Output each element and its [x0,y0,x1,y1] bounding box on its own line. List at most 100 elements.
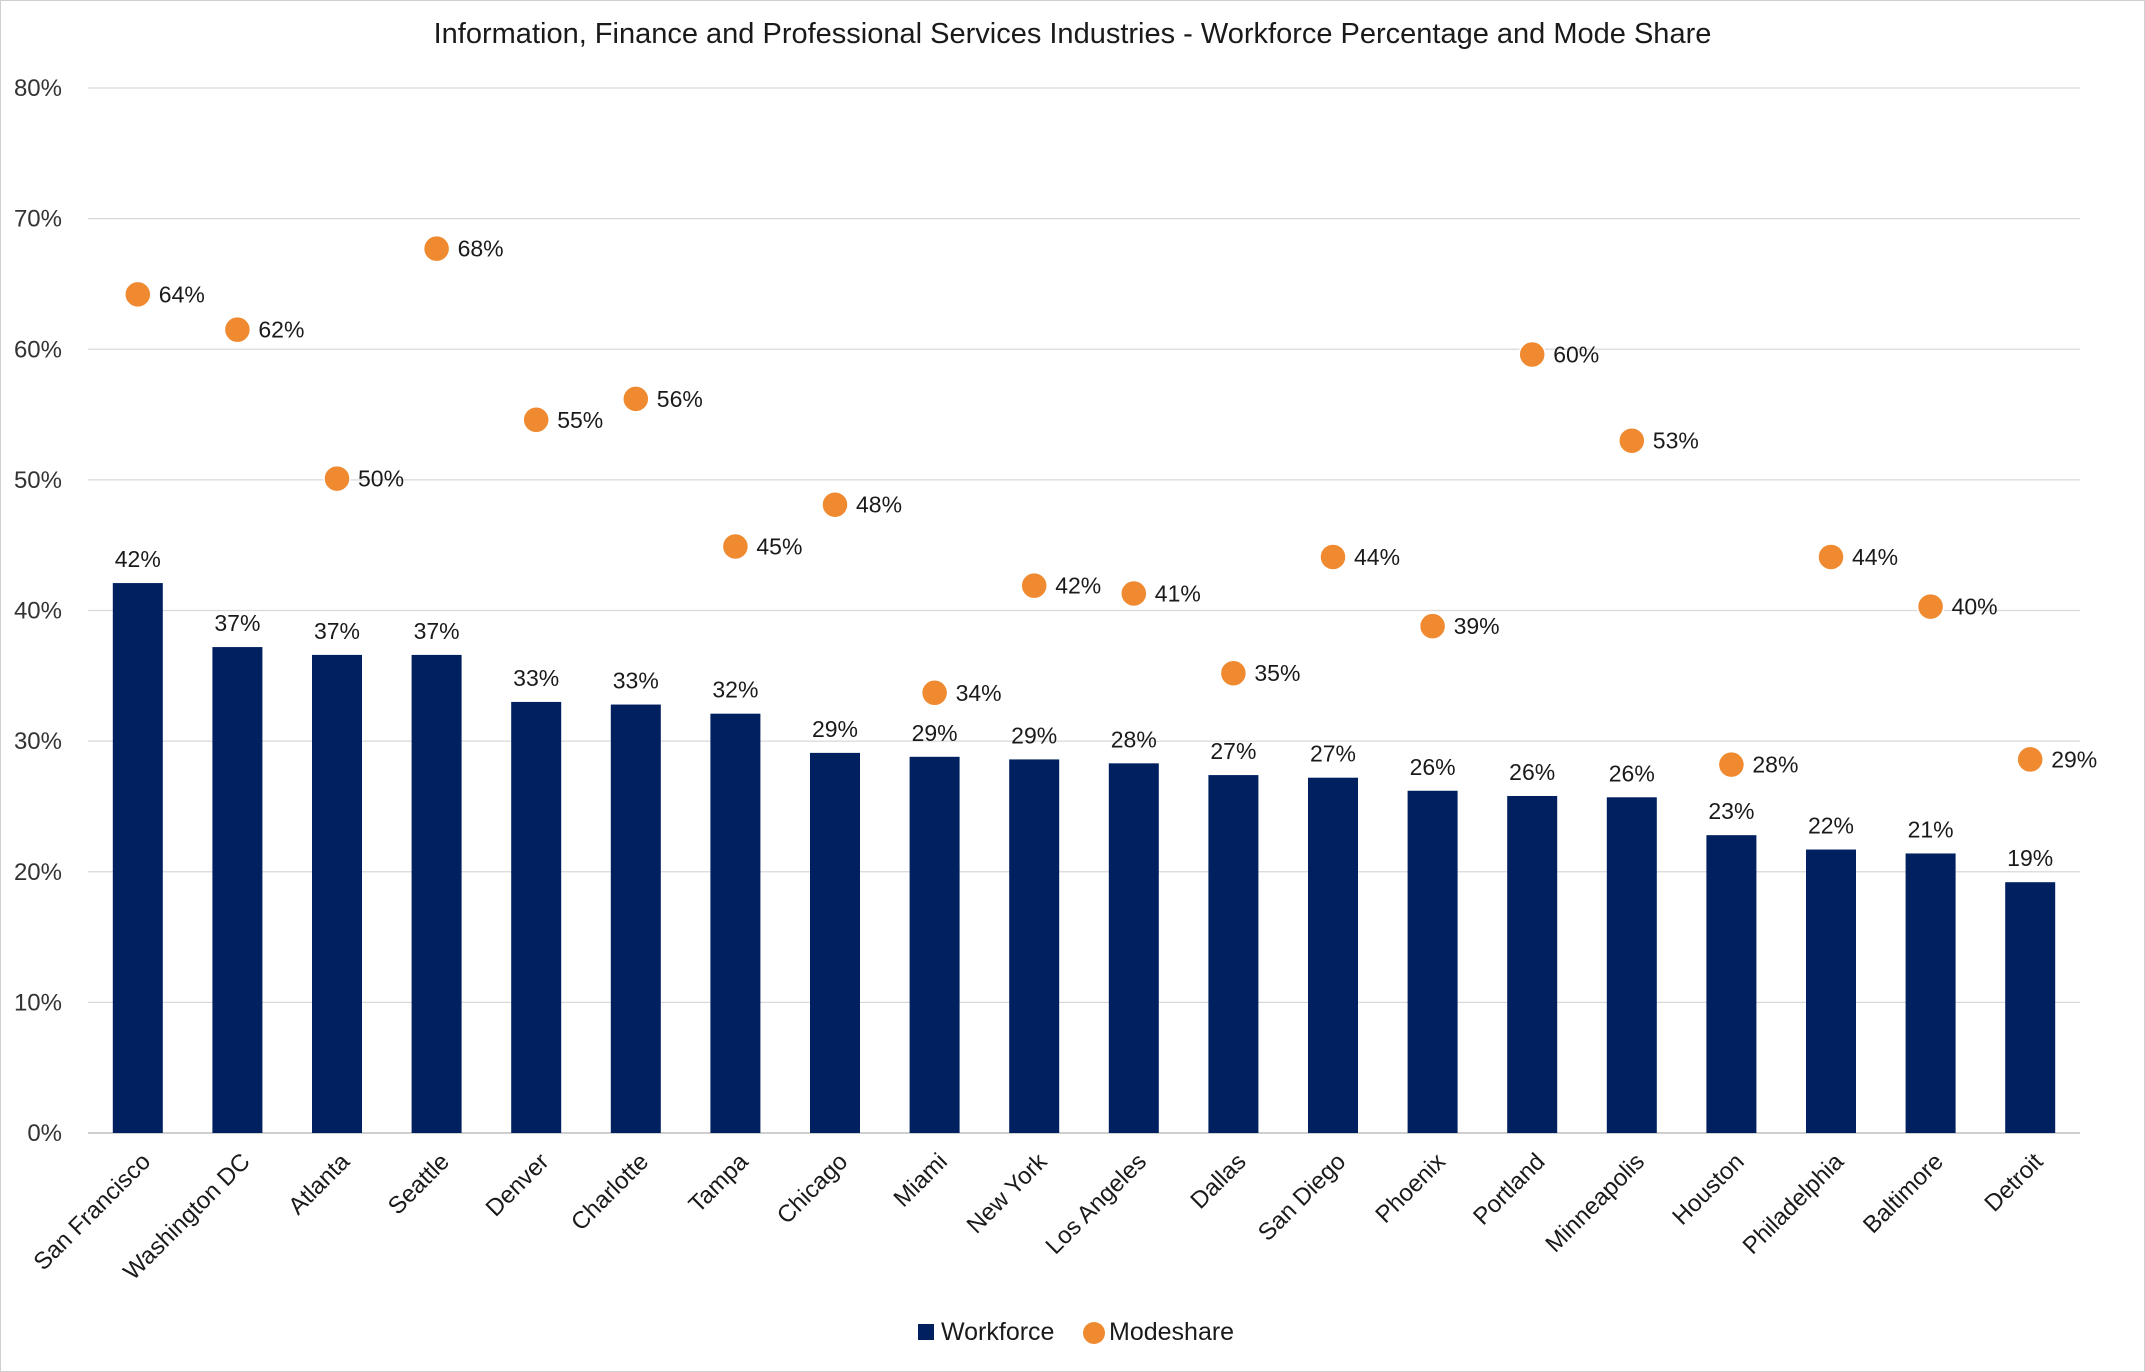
modeshare-data-label: 35% [1254,660,1300,686]
workforce-bar [1009,759,1060,1133]
workforce-bar [112,583,163,1133]
modeshare-point [1618,426,1646,455]
y-tick-label: 0% [27,1120,62,1147]
modeshare-point [721,532,750,561]
modeshare-point [124,280,152,309]
workforce-data-label: 26% [1609,760,1655,786]
modeshare-data-label: 28% [1752,752,1798,778]
workforce-bar [1407,790,1458,1133]
x-tick-label: Chicago [772,1148,853,1229]
modeshare-data-label: 45% [756,533,802,559]
workforce-data-label: 33% [513,665,559,691]
modeshare-data-label: 29% [2051,746,2097,772]
workforce-bar [1806,849,1856,1133]
workforce-bar [1308,777,1358,1133]
workforce-data-label: 37% [414,618,460,644]
workforce-data-label: 32% [712,677,758,703]
workforce-bar [1606,797,1657,1133]
modeshare-point [821,490,849,519]
x-tick-label: Denver [481,1148,555,1222]
workforce-data-label: 27% [1210,738,1256,764]
workforce-bar [312,654,362,1133]
modeshare-points: 64% 62% 50% 68% 55% 56% 45% 48% 34% 42% 41% 35% 44% 3… [124,234,2097,779]
modeshare-point [1319,543,1347,571]
workforce-bar [511,701,562,1133]
y-tick-label: 10% [14,989,62,1016]
modeshare-point [1916,592,1945,621]
legend-modeshare-label: Modeshare [1109,1318,1234,1346]
workforce-data-label: 37% [214,610,260,636]
modeshare-data-label: 56% [657,386,703,412]
modeshare-data-label: 53% [1653,428,1699,454]
x-tick-label: Miami [888,1148,952,1212]
modeshare-data-label: 34% [956,680,1002,706]
workforce-bars: 42% 37% 37% 37% 33% 33% 32% 29% 29% 29% 28% 27% 27% 2… [112,546,2056,1133]
modeshare-point [1717,750,1746,779]
modeshare-data-label: 44% [1354,544,1400,570]
workforce-bar [2005,882,2056,1133]
x-tick-label: Detroit [1979,1148,2048,1217]
x-tick-label: Atlanta [283,1148,355,1220]
modeshare-data-label: 44% [1852,544,1898,570]
x-tick-label: Tampa [684,1148,754,1218]
x-tick-label: Los Angeles [1040,1148,1152,1260]
modeshare-point [1518,340,1546,369]
modeshare-point [223,315,252,344]
x-tick-label: New York [962,1147,1053,1238]
modeshare-data-label: 62% [258,317,304,343]
workforce-bar [909,756,960,1133]
workforce-data-label: 22% [1808,813,1854,839]
modeshare-data-label: 42% [1055,573,1101,599]
workforce-data-label: 37% [314,618,360,644]
modeshare-point [1020,571,1048,600]
y-tick-label: 30% [14,728,62,755]
x-tick-label: San Diego [1253,1148,1351,1246]
y-tick-label: 70% [14,206,62,233]
x-tick-label: Dallas [1185,1148,1251,1214]
modeshare-point [1120,579,1148,608]
modeshare-data-label: 60% [1553,341,1599,367]
workforce-bar [610,704,661,1133]
x-tick-label: Baltimore [1858,1148,1949,1239]
x-tick-label: Charlotte [566,1148,654,1236]
legend: Workforce Modeshare [918,1318,1234,1346]
workforce-data-label: 23% [1708,798,1754,824]
y-tick-label: 50% [14,467,62,494]
y-tick-label: 60% [14,336,62,363]
x-tick-label: Minneapolis [1540,1148,1650,1258]
workforce-bar [1507,795,1558,1133]
modeshare-data-label: 40% [1952,594,1998,620]
workforce-bar [411,654,462,1133]
chart-title: Information, Finance and Professional Se… [433,18,1712,50]
workforce-data-label: 26% [1509,759,1555,785]
y-tick-label: 20% [14,859,62,886]
x-tick-label: Houston [1667,1148,1749,1230]
workforce-data-label: 33% [613,668,659,694]
y-tick-label: 40% [14,598,62,625]
workforce-data-label: 19% [2007,845,2053,871]
modeshare-point [422,234,451,263]
legend-modeshare-swatch [1083,1322,1105,1344]
x-tick-label: Portland [1468,1148,1550,1230]
x-tick-label: Phoenix [1370,1148,1450,1228]
workforce-data-label: 29% [1011,722,1057,748]
modeshare-data-label: 50% [358,466,404,492]
modeshare-data-label: 55% [557,407,603,433]
workforce-data-label: 29% [912,720,958,746]
workforce-bar [1108,763,1159,1133]
modeshare-point [522,406,550,434]
modeshare-point [2016,745,2044,774]
x-tick-label: Seattle [383,1148,455,1220]
workforce-data-label: 42% [115,546,161,572]
modeshare-point [622,385,650,413]
workforce-data-label: 26% [1410,754,1456,780]
workforce-bar [710,713,761,1133]
legend-workforce-swatch [918,1324,934,1340]
modeshare-point [1817,543,1845,571]
modeshare-data-label: 64% [159,281,205,307]
workforce-data-label: 27% [1310,741,1356,767]
modeshare-data-label: 39% [1454,613,1500,639]
workforce-bar [810,752,860,1133]
modeshare-data-label: 48% [856,492,902,518]
